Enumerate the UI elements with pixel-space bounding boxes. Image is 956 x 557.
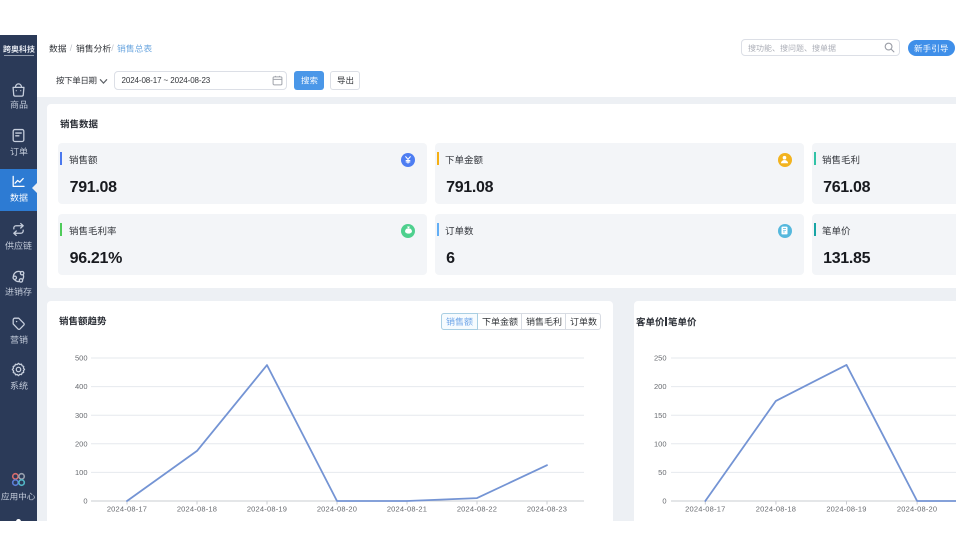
svg-text:2024-08-19: 2024-08-19 (247, 505, 287, 514)
svg-text:100: 100 (75, 468, 88, 477)
svg-text:2024-08-17: 2024-08-17 (685, 505, 725, 514)
svg-text:2024-08-22: 2024-08-22 (457, 505, 497, 514)
svg-text:500: 500 (75, 354, 88, 363)
svg-text:0: 0 (662, 497, 666, 506)
svg-text:2024-08-18: 2024-08-18 (756, 505, 796, 514)
svg-text:0: 0 (83, 497, 87, 506)
svg-text:200: 200 (75, 439, 88, 448)
svg-text:2024-08-18: 2024-08-18 (177, 505, 217, 514)
svg-text:400: 400 (75, 382, 88, 391)
svg-text:2024-08-20: 2024-08-20 (317, 505, 357, 514)
svg-text:2024-08-17: 2024-08-17 (107, 505, 147, 514)
svg-text:300: 300 (75, 411, 88, 420)
svg-text:2024-08-21: 2024-08-21 (387, 505, 427, 514)
svg-text:150: 150 (654, 411, 667, 420)
svg-text:2024-08-19: 2024-08-19 (826, 505, 866, 514)
svg-text:100: 100 (654, 439, 667, 448)
svg-text:250: 250 (654, 354, 667, 363)
svg-text:2024-08-23: 2024-08-23 (527, 505, 567, 514)
svg-text:2024-08-20: 2024-08-20 (897, 505, 937, 514)
svg-text:200: 200 (654, 382, 667, 391)
svg-text:50: 50 (658, 468, 666, 477)
